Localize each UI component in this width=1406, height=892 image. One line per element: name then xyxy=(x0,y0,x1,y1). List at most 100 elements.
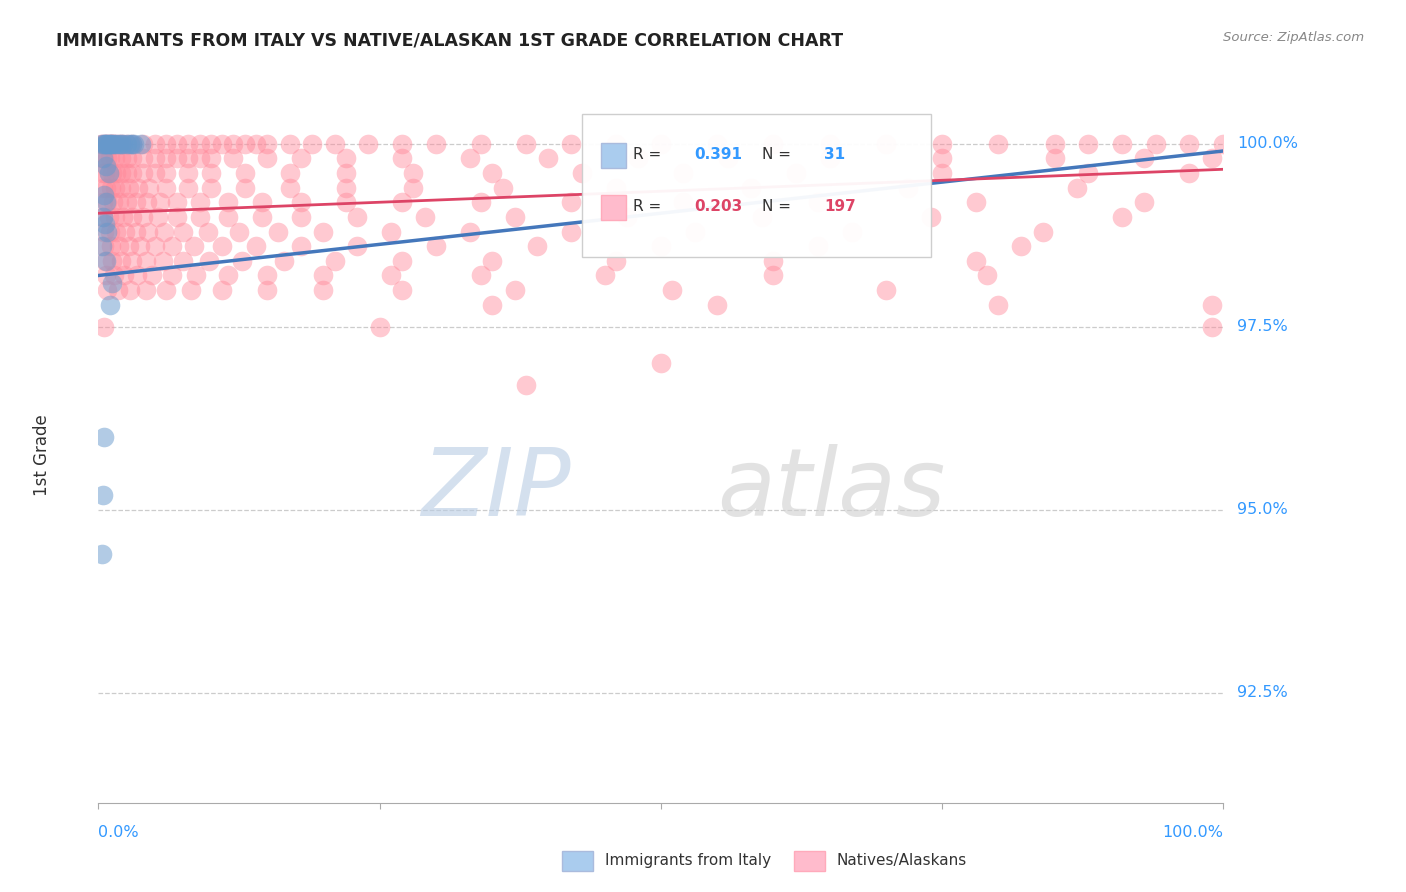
Text: 0.203: 0.203 xyxy=(695,199,742,214)
Point xyxy=(897,180,920,194)
Point xyxy=(96,159,118,173)
Point xyxy=(149,195,172,210)
Point xyxy=(976,268,998,283)
Point xyxy=(273,253,295,268)
Point xyxy=(96,195,118,210)
Text: Source: ZipAtlas.com: Source: ZipAtlas.com xyxy=(1223,31,1364,45)
Point xyxy=(112,268,135,283)
Point xyxy=(135,195,157,210)
Point xyxy=(762,253,785,268)
Point xyxy=(97,166,120,180)
Point xyxy=(965,195,987,210)
Point xyxy=(91,210,114,224)
Point xyxy=(155,180,177,194)
Point xyxy=(96,136,118,151)
Point xyxy=(233,136,256,151)
Point xyxy=(470,268,492,283)
Point xyxy=(706,298,728,312)
Point xyxy=(250,195,273,210)
Point xyxy=(115,166,138,180)
Point xyxy=(1077,166,1099,180)
Point xyxy=(931,166,953,180)
Point xyxy=(1066,180,1088,194)
Point xyxy=(987,298,1010,312)
Point xyxy=(200,180,222,194)
Point xyxy=(605,180,627,194)
Text: R =: R = xyxy=(633,199,666,214)
Point xyxy=(121,166,143,180)
Point xyxy=(335,151,357,165)
Point xyxy=(217,195,239,210)
Point xyxy=(391,151,413,165)
Point xyxy=(481,298,503,312)
Point xyxy=(627,151,650,165)
Point xyxy=(146,210,169,224)
Point xyxy=(132,166,155,180)
Point xyxy=(98,225,121,239)
Point xyxy=(931,136,953,151)
Point xyxy=(110,136,132,151)
Point xyxy=(818,136,841,151)
Point xyxy=(290,195,312,210)
Point xyxy=(101,253,124,268)
Point xyxy=(103,136,125,151)
Point xyxy=(256,283,278,297)
Point xyxy=(391,136,413,151)
Point xyxy=(135,283,157,297)
Point xyxy=(124,136,146,151)
Point xyxy=(717,151,740,165)
Text: 31: 31 xyxy=(824,147,845,161)
Point xyxy=(96,151,118,165)
Point xyxy=(413,210,436,224)
Point xyxy=(91,180,114,194)
Point xyxy=(132,210,155,224)
Point xyxy=(152,225,174,239)
Point xyxy=(965,253,987,268)
Point xyxy=(183,239,205,253)
Point xyxy=(672,166,695,180)
Text: N =: N = xyxy=(762,199,796,214)
Point xyxy=(200,166,222,180)
Point xyxy=(96,136,118,151)
Point xyxy=(97,166,120,180)
Point xyxy=(143,166,166,180)
Point xyxy=(1077,136,1099,151)
Point xyxy=(141,268,163,283)
Point xyxy=(526,239,548,253)
Point xyxy=(1043,151,1066,165)
Point xyxy=(593,268,616,283)
Point xyxy=(312,225,335,239)
Point xyxy=(127,180,149,194)
Point xyxy=(197,253,219,268)
Point xyxy=(177,151,200,165)
Point xyxy=(290,210,312,224)
Point xyxy=(537,151,560,165)
Text: 0.0%: 0.0% xyxy=(98,825,139,840)
Point xyxy=(188,195,211,210)
Point xyxy=(121,136,143,151)
Point xyxy=(278,166,301,180)
Point xyxy=(661,283,683,297)
Point xyxy=(101,195,124,210)
Point xyxy=(94,136,117,151)
Point xyxy=(605,136,627,151)
Point xyxy=(90,239,112,253)
Text: 95.0%: 95.0% xyxy=(1237,502,1288,517)
Point xyxy=(200,151,222,165)
Point xyxy=(368,319,391,334)
Point xyxy=(987,136,1010,151)
Point xyxy=(560,136,582,151)
Text: 100.0%: 100.0% xyxy=(1237,136,1298,151)
Text: Immigrants from Italy: Immigrants from Italy xyxy=(605,854,770,868)
Point xyxy=(143,151,166,165)
Point xyxy=(301,136,323,151)
Point xyxy=(481,253,503,268)
Point xyxy=(155,166,177,180)
Point xyxy=(94,136,117,151)
Point xyxy=(256,136,278,151)
Point xyxy=(94,217,117,231)
Point xyxy=(103,268,125,283)
Point xyxy=(98,151,121,165)
Point xyxy=(290,239,312,253)
Point xyxy=(105,136,128,151)
